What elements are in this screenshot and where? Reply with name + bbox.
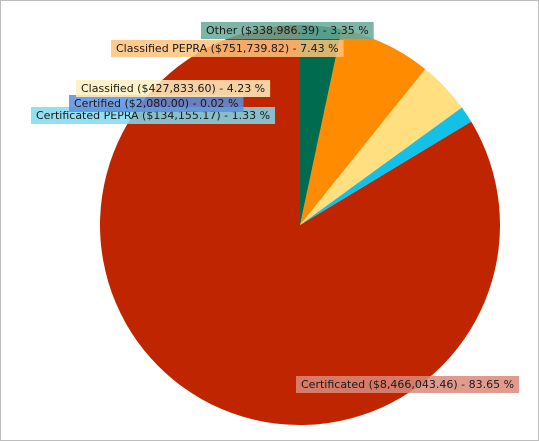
slice-label-text: Certified ($2,080.00) - 0.02 % [74,97,238,110]
slice-label-text: Classified PEPRA ($751,739.82) - 7.43 % [116,42,339,55]
pie-slices [100,24,501,425]
slice-label-other: Other ($338,986.39) - 3.35 % [201,22,374,39]
slice-label-background [69,95,244,112]
slice-label-text: Classified ($427,833.60) - 4.23 % [81,82,265,95]
pie-slice-certified[interactable] [300,107,462,225]
slice-label-classified: Classified ($427,833.60) - 4.23 % [76,80,271,97]
pie-slice-classified-pepra[interactable] [300,29,426,225]
slice-label-certificated: Certificated ($8,466,043.46) - 83.65 % [296,376,520,393]
slice-label-text: Other ($338,986.39) - 3.35 % [206,24,369,37]
slice-label-text: Certificated ($8,466,043.46) - 83.65 % [301,378,514,391]
slice-label-text: Certificated PEPRA ($134,155.17) - 1.33 … [36,109,270,122]
slice-labels: Certificated ($8,466,043.46) - 83.65 % Ce… [31,22,520,393]
slice-label-background [296,376,520,393]
slice-label-background [76,80,271,97]
pie-slice-other[interactable] [299,24,342,225]
slice-label-background [111,40,344,57]
slice-label-background [201,22,374,39]
pie-slice-certificated[interactable] [100,25,501,425]
slice-label-classified-pepra: Classified PEPRA ($751,739.82) - 7.43 % [111,40,344,57]
pie-slice-classified[interactable] [300,69,462,225]
pie-slice-certificated-pepra[interactable] [300,107,472,225]
slice-label-certified: Certified ($2,080.00) - 0.02 % [69,95,244,112]
